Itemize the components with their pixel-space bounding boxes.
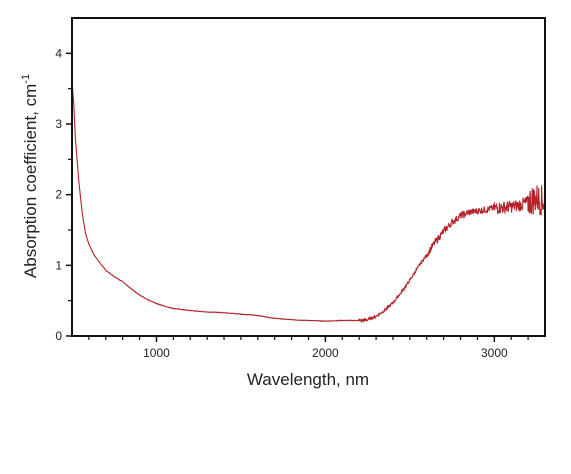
series-line-absorption — [71, 81, 546, 324]
y-tick-label: 4 — [55, 46, 62, 60]
x-tick-label: 3000 — [481, 346, 508, 360]
tick-labels: 1000 2000 3000 0 1 2 3 4 — [55, 46, 508, 360]
axis-ticks — [66, 52, 529, 342]
x-tick-label: 2000 — [312, 346, 339, 360]
plot-frame — [71, 17, 546, 337]
y-tick-label: 2 — [55, 188, 62, 202]
y-tick-label: 1 — [55, 258, 62, 272]
y-axis-title-exponent: -1 — [20, 74, 32, 84]
y-axis-title-main: Absorption coefficient, cm — [21, 84, 40, 278]
y-tick-label: 0 — [55, 329, 62, 343]
x-tick-label: 1000 — [143, 346, 170, 360]
y-axis-title: Absorption coefficient, cm-1 — [20, 74, 40, 278]
y-tick-label: 3 — [55, 117, 62, 131]
x-axis-title: Wavelength, nm — [247, 370, 369, 389]
